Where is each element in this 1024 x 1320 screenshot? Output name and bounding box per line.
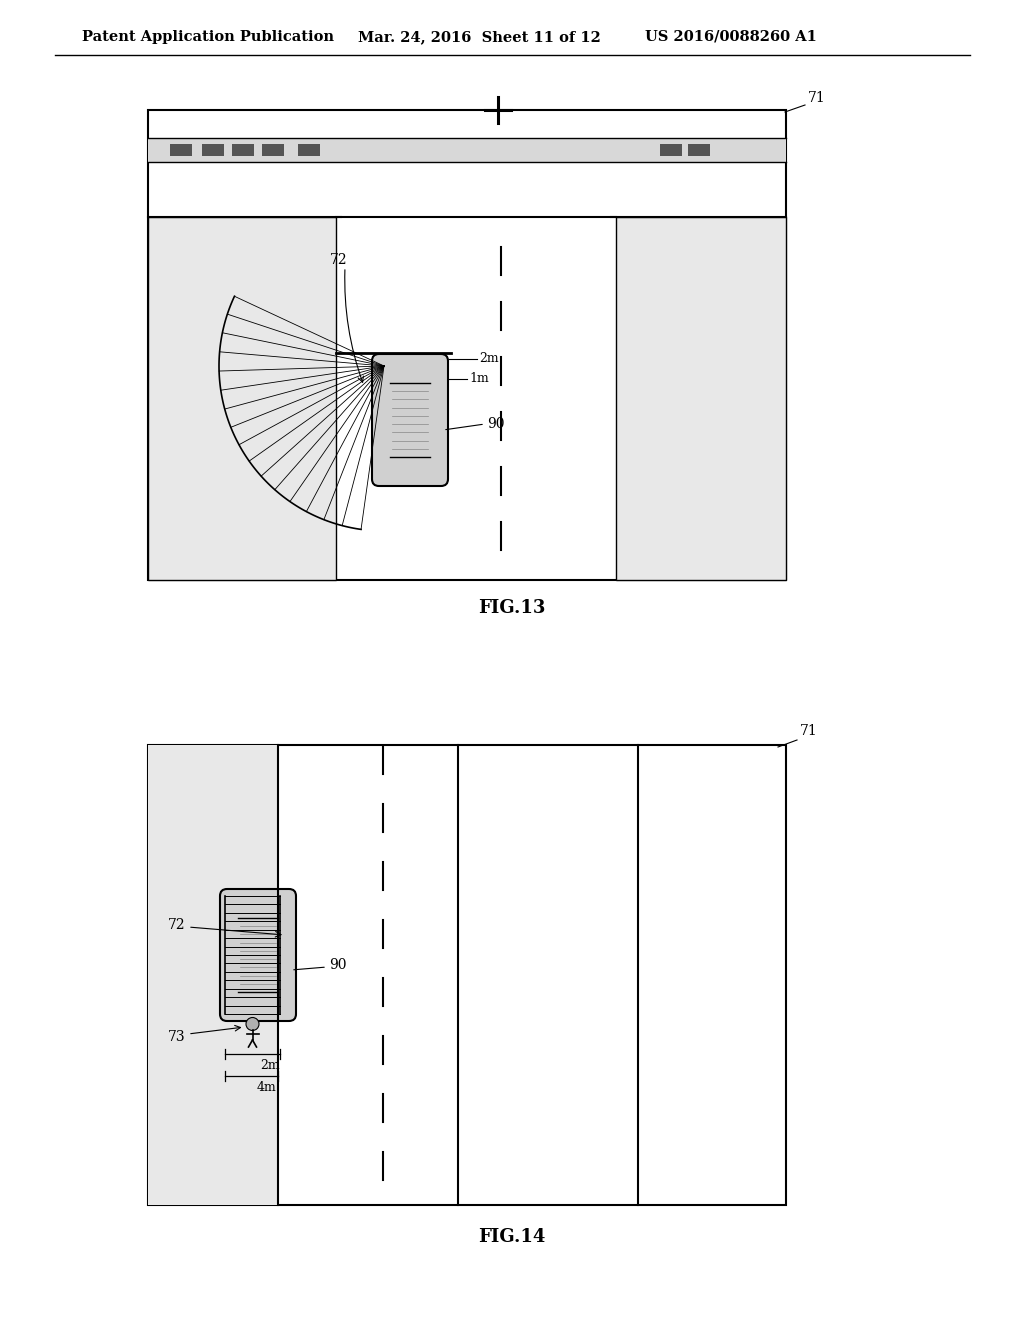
Text: 71: 71 xyxy=(808,91,825,106)
Text: US 2016/0088260 A1: US 2016/0088260 A1 xyxy=(645,30,817,44)
Bar xyxy=(148,744,278,1205)
Text: Mar. 24, 2016  Sheet 11 of 12: Mar. 24, 2016 Sheet 11 of 12 xyxy=(358,30,601,44)
Bar xyxy=(202,144,224,156)
Text: 72: 72 xyxy=(330,253,347,267)
Text: 2m: 2m xyxy=(479,352,499,366)
Bar xyxy=(148,139,786,162)
Text: 71: 71 xyxy=(800,723,818,738)
Text: 90: 90 xyxy=(329,958,346,972)
Bar xyxy=(148,216,336,579)
Text: 72: 72 xyxy=(168,917,185,932)
Text: 73: 73 xyxy=(168,1030,185,1044)
Bar xyxy=(232,144,254,156)
Text: Patent Application Publication: Patent Application Publication xyxy=(82,30,334,44)
Circle shape xyxy=(246,1018,259,1031)
FancyBboxPatch shape xyxy=(372,354,449,486)
Bar xyxy=(148,744,786,1205)
Bar xyxy=(298,144,319,156)
Text: 90: 90 xyxy=(487,417,505,432)
Bar xyxy=(148,110,786,579)
Text: 1m: 1m xyxy=(469,372,488,385)
Bar xyxy=(170,144,193,156)
Bar xyxy=(660,144,682,156)
Text: 2m: 2m xyxy=(260,1059,281,1072)
FancyBboxPatch shape xyxy=(220,888,296,1020)
Text: FIG.14: FIG.14 xyxy=(478,1228,546,1246)
Text: FIG.13: FIG.13 xyxy=(478,599,546,616)
Bar xyxy=(616,216,786,579)
Text: 4m: 4m xyxy=(256,1081,276,1094)
Bar xyxy=(688,144,710,156)
Bar xyxy=(262,144,284,156)
